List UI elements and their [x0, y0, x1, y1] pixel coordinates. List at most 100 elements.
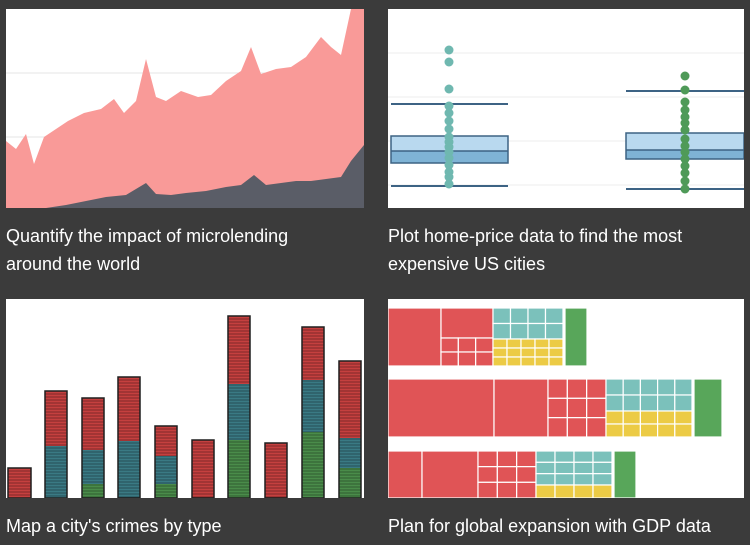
data-point	[444, 124, 454, 134]
treemap-cell-yellow	[592, 484, 613, 498]
treemap-cell-teal	[527, 322, 547, 340]
treemap-cell-red	[547, 417, 568, 438]
data-point	[680, 97, 690, 107]
treemap-cell-teal	[592, 450, 613, 463]
bar-segment-green	[339, 468, 361, 498]
treemap-cell-teal	[492, 322, 512, 340]
treemap-cell-red	[493, 378, 549, 438]
area-series-pink	[6, 9, 364, 208]
data-point	[680, 85, 690, 95]
treemap-cell-teal	[535, 473, 556, 486]
treemap-cell-yellow	[520, 347, 536, 358]
treemap-cell-yellow	[573, 484, 594, 498]
treemap-cell-red	[566, 397, 588, 419]
card-caption[interactable]: Quantify the impact of microlending arou…	[6, 222, 366, 278]
data-point	[680, 154, 690, 164]
box-plot	[388, 45, 744, 194]
data-point	[444, 108, 454, 118]
card-crimes[interactable]: Map a city's crimes by type	[0, 285, 375, 545]
data-point	[680, 161, 690, 171]
bar-outline	[264, 442, 288, 498]
treemap-cell-teal	[639, 394, 659, 412]
treemap-cell-red	[516, 466, 537, 483]
caption-line: Plan for global expansion with GDP data	[388, 516, 711, 536]
caption-line: Map a city's crimes by type	[6, 516, 222, 536]
treemap-cell-green	[693, 378, 723, 438]
data-point	[680, 134, 690, 144]
treemap-cell-yellow	[534, 347, 550, 358]
data-point	[444, 153, 454, 163]
treemap-cell-red	[566, 417, 588, 438]
treemap-cell-teal	[535, 450, 556, 463]
stacked-bar-thumbnail[interactable]	[6, 299, 364, 498]
treemap-cell-yellow	[492, 356, 508, 367]
card-caption[interactable]: Map a city's crimes by type	[6, 512, 366, 540]
treemap-cell-yellow	[506, 338, 522, 349]
treemap-cell-yellow	[605, 423, 624, 438]
card-caption[interactable]: Plot home-price data to find the most ex…	[388, 222, 748, 278]
bar-outline	[301, 326, 325, 498]
data-point	[680, 71, 690, 81]
card-gdp[interactable]: Plan for global expansion with GDP data	[375, 285, 750, 545]
card-home-prices[interactable]: Plot home-price data to find the most ex…	[375, 0, 750, 285]
treemap-cell-yellow	[548, 356, 564, 367]
treemap-cell-red	[477, 466, 498, 483]
treemap-cell-teal	[544, 322, 564, 340]
treemap-cell-teal	[492, 307, 512, 325]
treemap-cell-red	[440, 351, 459, 367]
treemap-cell-yellow	[554, 484, 575, 498]
treemap-cell-teal	[605, 394, 624, 412]
caption-line: around the world	[6, 254, 141, 274]
treemap-cell-yellow	[639, 423, 659, 438]
treemap-cell-yellow	[534, 356, 550, 367]
bar-segment-green	[155, 484, 177, 498]
treemap-cell-yellow	[657, 423, 676, 438]
treemap-cell-teal	[605, 378, 624, 396]
treemap-cell-yellow	[520, 356, 536, 367]
bar-outline	[117, 376, 141, 498]
data-point	[680, 125, 690, 135]
treemap-cell-yellow	[535, 484, 556, 498]
card-caption[interactable]: Plan for global expansion with GDP data	[388, 512, 750, 540]
treemap-cell-red	[477, 481, 498, 498]
treemap-cell-yellow	[657, 410, 676, 425]
treemap-cell-red	[475, 351, 494, 367]
bar-outline	[338, 360, 362, 498]
bar-segment-red	[8, 468, 31, 498]
treemap-cell-teal	[509, 322, 529, 340]
bar-segment-green	[302, 432, 324, 498]
bar-segment-red	[192, 440, 214, 498]
bar-segment-teal	[118, 441, 140, 498]
treemap-thumbnail[interactable]	[388, 299, 744, 498]
treemap-cell-red	[388, 378, 495, 438]
bar-segment-red	[265, 443, 287, 498]
treemap	[388, 307, 723, 498]
area-series-dark	[6, 145, 364, 208]
bar-outline	[7, 467, 32, 498]
area-chart-thumbnail[interactable]	[6, 9, 364, 208]
data-point	[444, 160, 454, 170]
data-point	[444, 172, 454, 182]
treemap-cell-yellow	[622, 423, 641, 438]
treemap-cell-yellow	[506, 347, 522, 358]
treemap-cell-yellow	[639, 410, 659, 425]
treemap-cell-teal	[509, 307, 529, 325]
treemap-cell-red	[586, 397, 607, 419]
treemap-cell-teal	[592, 473, 613, 486]
box-plot-thumbnail[interactable]	[388, 9, 744, 208]
treemap-cell-red	[547, 397, 568, 419]
bar-segment-green	[82, 484, 104, 498]
treemap-cell-green	[613, 450, 637, 498]
caption-line: expensive US cities	[388, 254, 546, 274]
treemap-cell-red	[586, 417, 607, 438]
treemap-cell-red	[496, 466, 518, 483]
card-microlending[interactable]: Quantify the impact of microlending arou…	[0, 0, 375, 285]
data-point	[444, 45, 454, 55]
data-point	[444, 57, 454, 67]
treemap-cell-teal	[527, 307, 547, 325]
treemap-cell-yellow	[622, 410, 641, 425]
bar-outline	[81, 397, 105, 498]
data-point	[680, 176, 690, 186]
data-point	[444, 84, 454, 94]
treemap-cell-green	[564, 307, 588, 367]
